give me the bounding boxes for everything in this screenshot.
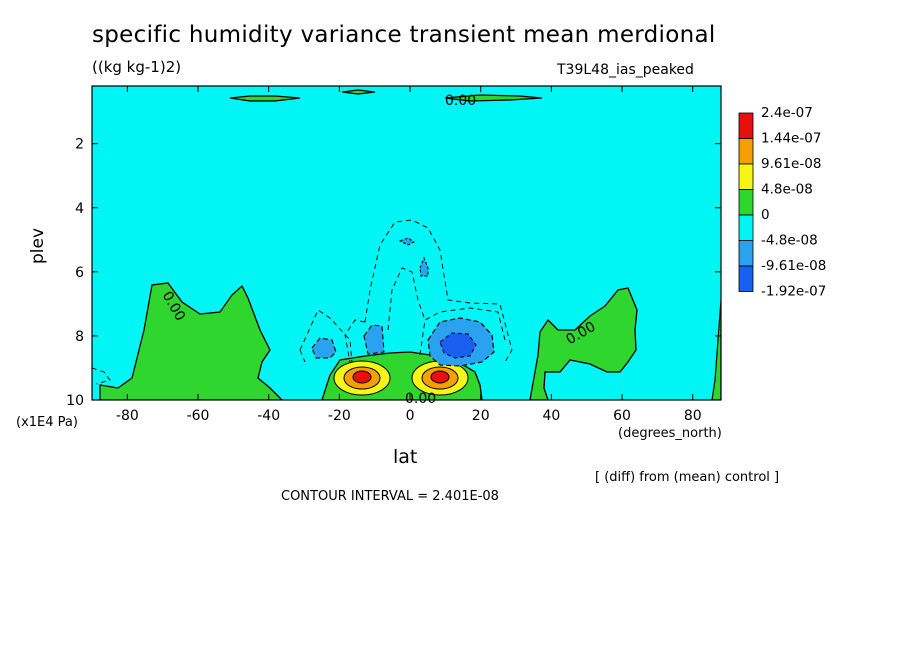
x-tick-label: -80 [116,408,139,424]
green-region-south [99,282,283,400]
colorbar-label: 2.4e-07 [761,105,813,121]
x-axis-units: (degrees_north) [618,426,722,441]
contour-fields [92,89,721,400]
colorbar-swatch [738,163,754,190]
dashed-contour-right [419,307,506,356]
colorbar-swatch [738,240,754,267]
colorbar-label: 9.61e-08 [761,156,821,172]
contour-label-top: 0.00 [445,93,476,109]
green-region-north [529,287,638,400]
dashed-contour-left [299,309,353,363]
dashed-contour-outer [344,219,513,363]
footnote: [ (diff) from (mean) control ] [595,470,780,485]
y-tick-label: 2 [75,137,84,153]
colorbar-label: 0 [761,207,770,223]
colorbar-swatch [738,265,754,292]
colorbar-swatch [738,189,754,216]
x-tick-label: 40 [542,408,560,424]
chart-units: ((kg kg-1)2) [92,58,182,76]
colorbar-swatch [738,112,754,139]
green-strip-top-3 [444,94,543,102]
colorbar-label: -1.92e-07 [761,284,826,300]
chart-title: specific humidity variance transient mea… [92,22,716,48]
contour-interval: CONTOUR INTERVAL = 2.401E-08 [281,489,499,504]
green-strip-top-1 [229,95,301,102]
x-tick-label: 20 [472,408,490,424]
colorbar-label: -9.61e-08 [761,258,826,274]
x-tick-label: 0 [406,408,415,424]
colorbar-label: 4.8e-08 [761,182,813,198]
deep-blue-north [439,332,477,359]
x-axis-label: lat [393,446,418,468]
run-label: T39L48_ias_peaked [557,62,694,78]
colorbar-swatch [738,138,754,165]
x-tick-label: -60 [187,408,210,424]
colorbar: 2.4e-07 1.44e-07 9.61e-08 4.8e-08 0 -4.8e-08 -… [738,105,826,300]
colorbar-swatch [738,214,754,241]
y-axis-units: (x1E4 Pa) [16,415,78,430]
blue-region-center [363,324,385,355]
plot-frame [91,85,722,401]
colorbar-label: 1.44e-07 [761,131,821,147]
x-tick-label: -40 [257,408,280,424]
axes: -80 -60 -40 -20 0 20 40 60 80 2 4 6 8 10 [66,86,721,424]
red-max-south [352,370,372,384]
y-tick-label: 6 [75,265,84,281]
green-strip-top-2 [341,89,376,95]
y-tick-label: 8 [75,329,84,345]
y-tick-label: 10 [66,393,84,409]
contour-label-bottom: 0.00 [405,391,436,407]
x-tick-label: -20 [328,408,351,424]
y-tick-label: 4 [75,201,84,217]
dashed-contour-sw [92,367,111,385]
red-max-north [430,370,450,384]
x-tick-label: 60 [613,408,631,424]
blue-blob-upper [398,237,415,246]
green-region-edge [711,299,721,400]
colorbar-label: -4.8e-08 [761,233,818,249]
blue-region-south [311,337,337,359]
blue-blob-mid [419,256,429,277]
x-tick-label: 80 [684,408,702,424]
